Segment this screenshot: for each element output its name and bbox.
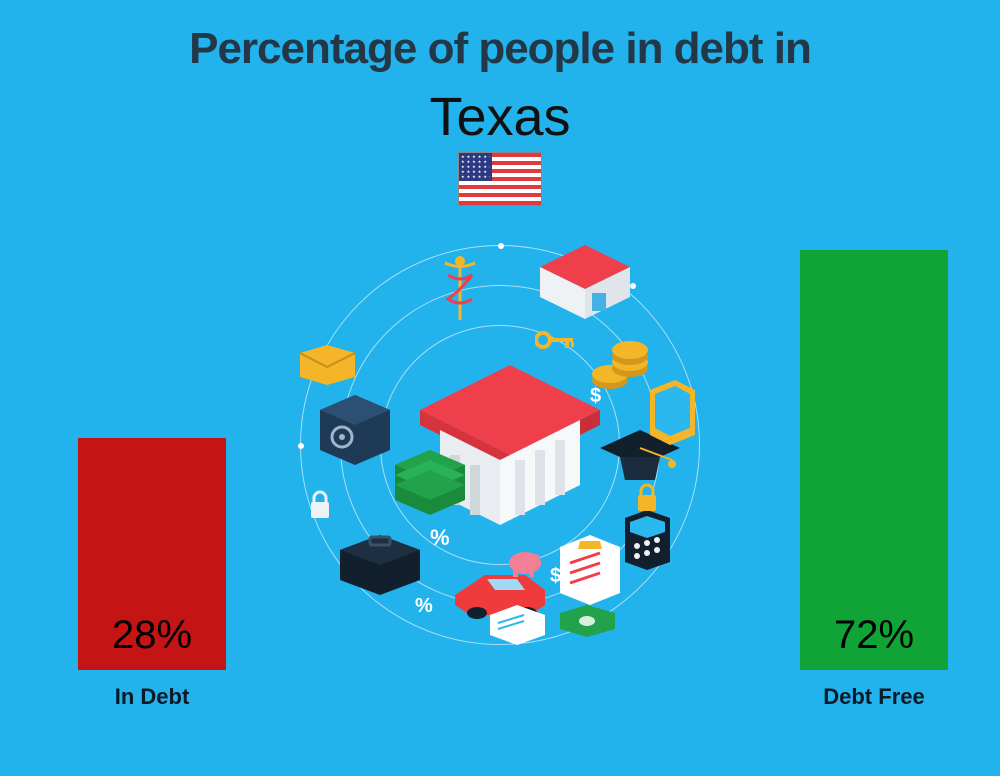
infographic-canvas: Percentage of people in debt in Texas ★★… xyxy=(0,0,1000,776)
bar-debt-free: 72% xyxy=(800,250,948,670)
flag-stars: ★★★★★★ xyxy=(461,155,490,159)
bar-group-debt-free: 72% Debt Free xyxy=(800,250,948,710)
key-icon xyxy=(535,330,575,350)
flag-canton: ★★★★★★ ★★★★★ ★★★★★★ ★★★★★ ★★★★★★ xyxy=(459,153,492,181)
us-flag-icon: ★★★★★★ ★★★★★ ★★★★★★ ★★★★★ ★★★★★★ xyxy=(458,152,542,206)
page-title: Percentage of people in debt in xyxy=(0,24,1000,74)
orbit-dot xyxy=(498,243,504,249)
bar-debt-free-value: 72% xyxy=(834,613,914,658)
flag-stars: ★★★★★ xyxy=(461,160,490,164)
dollar-icon: $ xyxy=(550,565,561,588)
dollar-bill-icon xyxy=(560,605,615,637)
bar-in-debt-value: 28% xyxy=(112,613,192,658)
caduceus-icon xyxy=(440,255,480,325)
dollar-icon: $ xyxy=(590,385,601,408)
envelope-icon xyxy=(300,345,355,385)
lock-icon xyxy=(308,490,332,520)
page-subtitle: Texas xyxy=(0,86,1000,148)
bar-in-debt: 28% xyxy=(78,438,226,670)
house-icon xyxy=(540,245,630,325)
orbit-dot xyxy=(630,283,636,289)
calculator-icon xyxy=(625,510,670,570)
lock-icon xyxy=(635,483,659,513)
bar-group-in-debt: 28% In Debt xyxy=(78,438,226,710)
bar-in-debt-label: In Debt xyxy=(115,684,190,710)
cash-stack-icon xyxy=(395,450,465,515)
bar-debt-free-label: Debt Free xyxy=(823,684,924,710)
flag-stars: ★★★★★★ xyxy=(461,165,490,169)
flag-stars: ★★★★★★ xyxy=(461,175,490,179)
clipboard-icon xyxy=(560,535,620,605)
percent-icon: % xyxy=(415,595,433,618)
orbit-dot xyxy=(298,443,304,449)
briefcase-icon xyxy=(340,535,420,595)
piggy-bank-icon xyxy=(505,545,545,577)
percent-icon: % xyxy=(430,525,450,551)
safe-icon xyxy=(320,395,390,465)
document-icon xyxy=(490,605,545,645)
flag-stars: ★★★★★ xyxy=(461,170,490,174)
finance-illustration: % % $ $ xyxy=(290,235,710,655)
phone-icon xyxy=(650,380,695,445)
flag-stripe xyxy=(459,201,541,205)
